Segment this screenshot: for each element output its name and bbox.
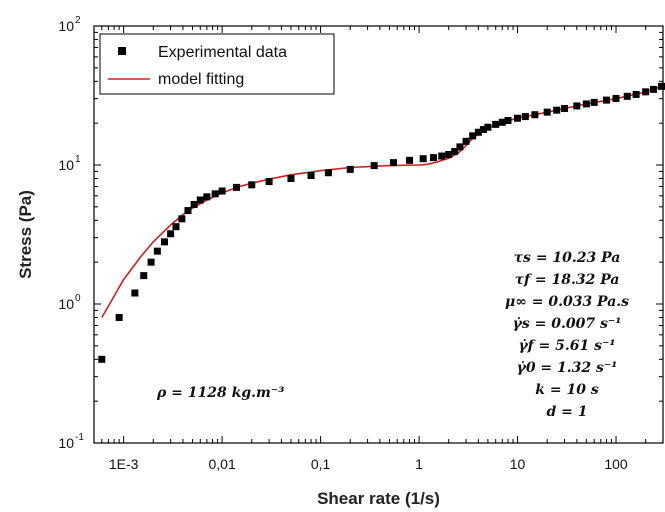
data-point (484, 123, 492, 131)
data-point (498, 118, 506, 126)
plot-area-border (93, 25, 664, 444)
parameter-annotation: γ̇s = 0.007 s⁻¹ (513, 315, 622, 332)
data-point (474, 128, 482, 136)
legend-entry-experimental: Experimental data (158, 44, 287, 61)
y-tick-exponent: 2 (75, 15, 81, 26)
x-axis-title: Shear rate (1/s) (317, 489, 440, 508)
y-tick-base: 10 (58, 435, 74, 451)
x-tick-label: 0,1 (311, 456, 331, 472)
data-point (504, 116, 512, 124)
data-point (543, 108, 551, 116)
data-point (211, 190, 219, 198)
axis-ticks (93, 25, 664, 444)
data-point (140, 272, 148, 280)
x-tick-label: 1E-3 (109, 456, 139, 472)
data-point (531, 111, 539, 119)
series-layer (98, 82, 665, 363)
y-tick-base: 10 (58, 296, 74, 312)
data-point (287, 174, 295, 182)
legend-box (99, 33, 335, 95)
plot-frame (93, 25, 664, 444)
parameter-annotation: d = 1 (546, 404, 587, 420)
data-point (167, 230, 175, 238)
data-point (161, 238, 169, 246)
data-point (98, 355, 106, 363)
data-point (658, 82, 665, 90)
data-point (115, 313, 123, 321)
data-point (469, 132, 477, 140)
y-axis-title: Stress (Pa) (16, 190, 35, 279)
data-point (190, 200, 198, 208)
data-point (456, 143, 464, 151)
x-tick-label: 1 (415, 456, 423, 472)
x-tick-label: 10 (510, 456, 526, 472)
data-point (184, 207, 192, 215)
data-point (521, 113, 529, 121)
data-point (514, 114, 522, 122)
data-point (462, 137, 470, 145)
legend-marker-square (118, 47, 126, 55)
data-point (307, 172, 315, 180)
data-point (445, 150, 453, 158)
data-point (451, 148, 459, 156)
data-point (233, 183, 241, 191)
parameter-annotation: k = 10 s (535, 382, 599, 398)
y-tick-label: 10 (58, 296, 74, 312)
parameter-annotations: τs = 10.23 Pa τf = 18.32 Pa μ∞ = 0.033 Pa.… (505, 250, 629, 420)
data-point (218, 187, 226, 195)
y-tick-base: 10 (58, 157, 74, 173)
data-point (265, 178, 273, 186)
data-point (590, 98, 598, 106)
x-tick-label: 100 (604, 456, 628, 472)
data-point (172, 223, 180, 231)
data-point (632, 90, 640, 98)
y-tick-label: 10 (58, 157, 74, 173)
y-tick-base: 10 (58, 18, 74, 34)
x-tick-labels: 1E-3 0,01 0,1 1 10 100 (109, 456, 628, 472)
data-point (153, 247, 161, 255)
y-tick-exponent: 1 (75, 154, 81, 165)
data-point (649, 85, 657, 93)
parameter-annotation: μ∞ = 0.033 Pa.s (505, 294, 629, 310)
data-point (623, 92, 631, 100)
parameter-annotation: γ̇0 = 1.32 s⁻¹ (517, 359, 618, 376)
data-point (370, 162, 378, 170)
data-point (479, 126, 487, 134)
data-point (561, 104, 569, 112)
data-point (612, 94, 620, 102)
data-point (131, 289, 139, 297)
data-point (492, 120, 500, 128)
data-point (406, 156, 414, 164)
data-point (419, 155, 427, 163)
x-tick-label: 0,01 (208, 456, 235, 472)
y-tick-exponent: 0 (75, 293, 81, 304)
data-point (324, 169, 332, 177)
y-tick-exponent: -1 (75, 432, 84, 443)
data-point (429, 154, 437, 162)
series-line-model-fitting (101, 85, 664, 318)
data-point (248, 181, 256, 189)
parameter-annotation: τs = 10.23 Pa (514, 250, 621, 266)
data-point (642, 88, 650, 96)
data-point (573, 102, 581, 110)
data-point (389, 159, 397, 167)
parameter-annotation: τf = 18.32 Pa (515, 272, 620, 288)
data-point (178, 215, 186, 223)
density-annotation: ρ = 1128 kg.m⁻³ (156, 385, 284, 401)
data-point (438, 152, 446, 160)
data-point (203, 193, 211, 201)
data-point (602, 96, 610, 104)
data-point (553, 106, 561, 114)
y-tick-label: 10 (58, 435, 74, 451)
y-tick-label: 10 (58, 18, 74, 34)
legend: Experimental data model fitting (99, 33, 335, 95)
data-point (346, 165, 354, 173)
parameter-annotation: γ̇f = 5.61 s⁻¹ (518, 337, 615, 354)
data-point (147, 258, 155, 266)
data-point (196, 196, 204, 204)
data-point (582, 100, 590, 108)
legend-entry-model: model fitting (158, 71, 244, 88)
